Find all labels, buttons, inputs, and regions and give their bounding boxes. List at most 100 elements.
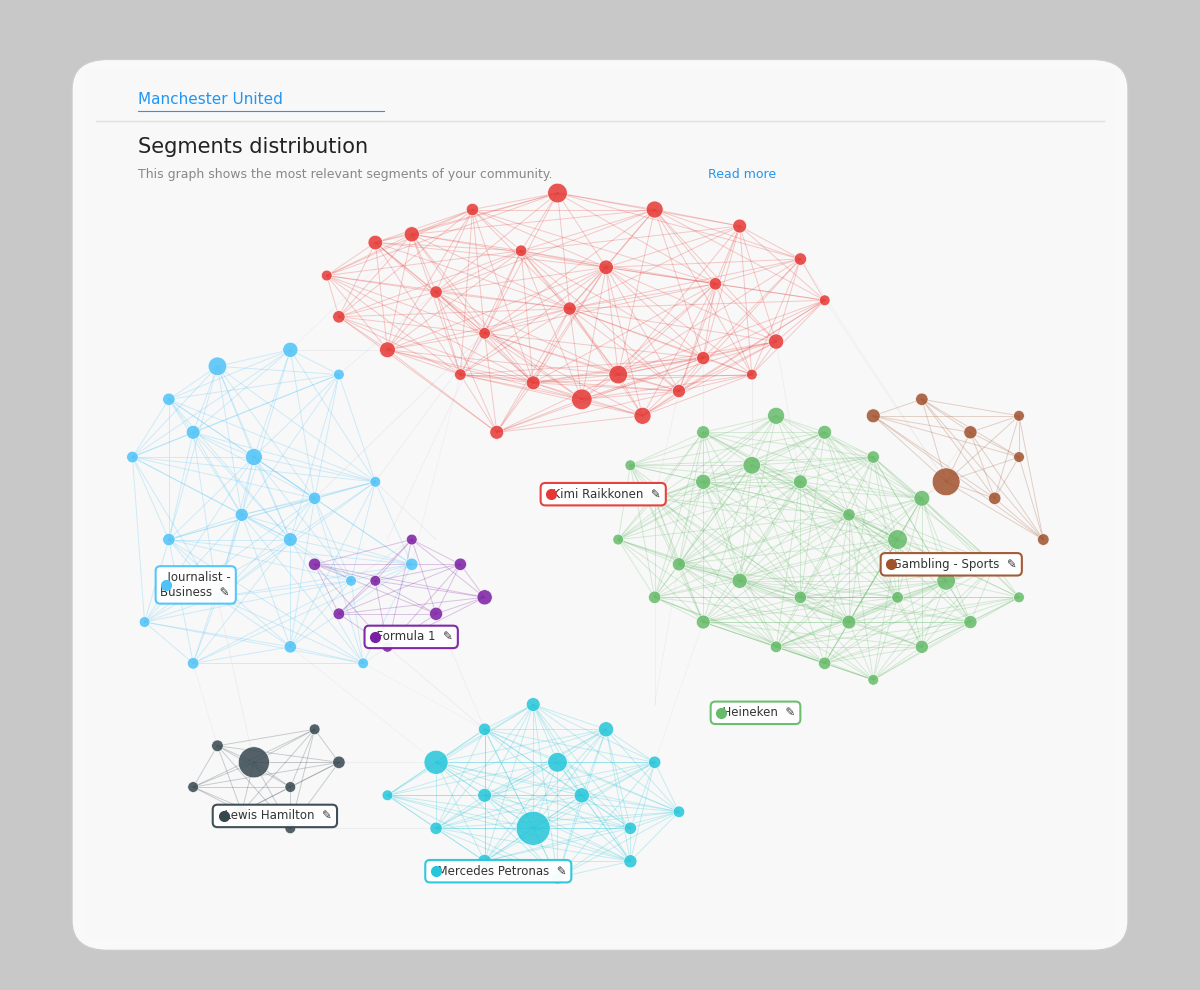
Point <box>560 301 580 317</box>
Point <box>1009 449 1028 465</box>
Point <box>596 722 616 738</box>
Point <box>426 606 445 622</box>
Point <box>961 425 980 441</box>
Point <box>646 490 665 506</box>
Point <box>912 391 931 407</box>
Point <box>281 532 300 547</box>
Text: Gambling - Sports  ✎: Gambling - Sports ✎ <box>886 557 1018 571</box>
Point <box>208 589 227 605</box>
Point <box>839 507 858 523</box>
Point <box>487 425 506 441</box>
Point <box>523 375 542 391</box>
Point <box>122 449 142 465</box>
Text: Manchester United: Manchester United <box>138 92 283 107</box>
Point <box>281 779 300 795</box>
Point <box>743 366 762 382</box>
Point <box>523 821 542 837</box>
Point <box>329 754 348 770</box>
Point <box>608 366 628 382</box>
Point <box>864 408 883 424</box>
Point <box>366 235 385 250</box>
Point <box>305 490 324 506</box>
Point <box>936 573 955 589</box>
Point <box>670 383 689 399</box>
Point <box>767 408 786 424</box>
Text: Read more: Read more <box>708 168 776 181</box>
Point <box>354 655 373 671</box>
Point <box>475 722 494 738</box>
Point <box>378 787 397 803</box>
Point <box>694 350 713 366</box>
Point <box>511 243 530 258</box>
Point <box>572 391 592 407</box>
Point <box>670 556 689 572</box>
Point <box>815 425 834 441</box>
Point <box>864 449 883 465</box>
Point <box>245 754 264 770</box>
Point <box>694 425 713 441</box>
Point <box>184 779 203 795</box>
Point <box>134 614 154 630</box>
Point <box>706 276 725 292</box>
Point <box>694 474 713 490</box>
Point <box>426 754 445 770</box>
Point <box>791 589 810 605</box>
Point <box>815 655 834 671</box>
Point <box>232 804 251 820</box>
Point <box>208 738 227 753</box>
Point <box>646 202 665 218</box>
Point <box>985 490 1004 506</box>
Point <box>961 614 980 630</box>
Point <box>232 507 251 523</box>
Point <box>767 334 786 349</box>
Point <box>475 787 494 803</box>
Point <box>912 490 931 506</box>
Point <box>632 408 652 424</box>
Point <box>730 573 749 589</box>
Point <box>791 251 810 267</box>
Point <box>378 639 397 654</box>
Point <box>596 259 616 275</box>
Point <box>329 606 348 622</box>
Point <box>791 474 810 490</box>
Point <box>572 787 592 803</box>
Point <box>402 556 421 572</box>
Point <box>305 722 324 738</box>
Point <box>463 202 482 218</box>
Point <box>815 292 834 308</box>
Point <box>888 589 907 605</box>
Text: Formula 1  ✎: Formula 1 ✎ <box>370 631 454 644</box>
Point <box>620 457 640 473</box>
Point <box>1033 532 1052 547</box>
Point <box>329 309 348 325</box>
Point <box>184 425 203 441</box>
Point <box>317 267 336 283</box>
Text: Kimi Raikkonen  ✎: Kimi Raikkonen ✎ <box>545 488 661 501</box>
Point <box>475 853 494 869</box>
Point <box>378 342 397 357</box>
Point <box>694 614 713 630</box>
Point <box>1009 408 1028 424</box>
Point <box>620 821 640 837</box>
Point <box>608 532 628 547</box>
Point <box>620 853 640 869</box>
Point <box>160 532 179 547</box>
Point <box>523 697 542 713</box>
Point <box>402 532 421 547</box>
Point <box>281 639 300 654</box>
Point <box>548 185 568 201</box>
Point <box>342 573 361 589</box>
Point <box>184 655 203 671</box>
Point <box>281 821 300 837</box>
Point <box>985 556 1004 572</box>
Point <box>730 218 749 234</box>
Point <box>402 227 421 243</box>
Point <box>864 672 883 688</box>
Point <box>475 326 494 342</box>
Text: Mercedes Petronas  ✎: Mercedes Petronas ✎ <box>430 864 566 878</box>
Point <box>646 589 665 605</box>
Point <box>208 358 227 374</box>
Point <box>548 870 568 886</box>
Point <box>451 366 470 382</box>
Text: Segments distribution: Segments distribution <box>138 138 368 157</box>
